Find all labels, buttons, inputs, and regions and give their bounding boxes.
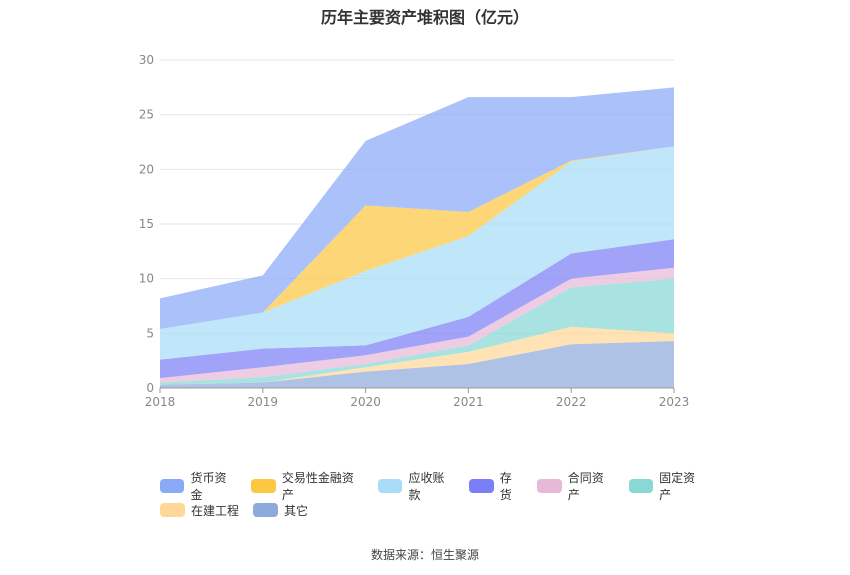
- y-tick-label: 25: [139, 108, 154, 122]
- legend-item[interactable]: 其它: [253, 502, 308, 519]
- legend-swatch: [628, 479, 654, 493]
- y-tick-label: 30: [139, 53, 154, 67]
- area-在建工程: [160, 326, 674, 385]
- legend-row: 货币资金 交易性金融资产 应收账款 存货 合同资产 固定资产: [160, 471, 720, 502]
- legend-label: 应收账款: [408, 471, 445, 502]
- x-tick-label: 2023: [659, 395, 690, 409]
- legend-label: 存货: [499, 471, 512, 502]
- legend-item[interactable]: 存货: [469, 469, 523, 503]
- legend-swatch: [537, 479, 562, 493]
- legend: 货币资金 交易性金融资产 应收账款 存货 合同资产 固定资产 在建工程 其它: [160, 471, 720, 522]
- x-tick-label: 2022: [556, 395, 587, 409]
- x-tick-label: 2021: [453, 395, 484, 409]
- legend-swatch: [253, 503, 279, 517]
- area-固定资产: [160, 278, 674, 385]
- area-交易性金融资产: [160, 146, 674, 329]
- y-tick-label: 20: [139, 162, 154, 176]
- x-tick-label: 2018: [145, 395, 176, 409]
- x-tick-label: 2020: [350, 395, 381, 409]
- legend-swatch: [251, 479, 276, 493]
- legend-label: 交易性金融资产: [281, 471, 354, 502]
- legend-item[interactable]: 应收账款: [378, 469, 455, 503]
- chart-title: 历年主要资产堆积图（亿元）: [320, 8, 529, 27]
- legend-swatch: [469, 479, 494, 493]
- axes: 0 5 10 15 20 25 30 2018 2019 2020 2021 2022 2023: [139, 53, 690, 409]
- legend-label: 在建工程: [191, 503, 240, 518]
- legend-swatch: [160, 503, 185, 517]
- y-tick-label: 10: [139, 272, 154, 286]
- area-应收账款: [160, 146, 674, 360]
- legend-swatch: [378, 479, 403, 493]
- area-存货: [160, 239, 674, 379]
- legend-item[interactable]: 固定资产: [628, 469, 706, 503]
- area-合同资产: [160, 267, 674, 383]
- legend-label: 合同资产: [567, 471, 604, 502]
- area-其它: [160, 340, 674, 388]
- legend-item[interactable]: 货币资金: [160, 469, 237, 503]
- y-tick-label: 0: [146, 381, 154, 395]
- legend-row: 在建工程 其它: [160, 498, 720, 522]
- area-货币资金: [160, 87, 674, 329]
- y-tick-label: 5: [146, 326, 154, 340]
- legend-item[interactable]: 在建工程: [160, 502, 239, 519]
- legend-item[interactable]: 合同资产: [537, 469, 614, 503]
- x-tick-label: 2019: [248, 395, 279, 409]
- legend-item[interactable]: 交易性金融资产: [251, 469, 364, 503]
- area-series: [160, 87, 674, 388]
- legend-label: 固定资产: [659, 471, 696, 502]
- legend-swatch: [160, 479, 185, 493]
- legend-label: 货币资金: [190, 471, 227, 502]
- y-tick-label: 15: [139, 217, 154, 231]
- legend-label: 其它: [284, 503, 309, 518]
- source-note: 数据来源：恒生聚源: [370, 548, 479, 562]
